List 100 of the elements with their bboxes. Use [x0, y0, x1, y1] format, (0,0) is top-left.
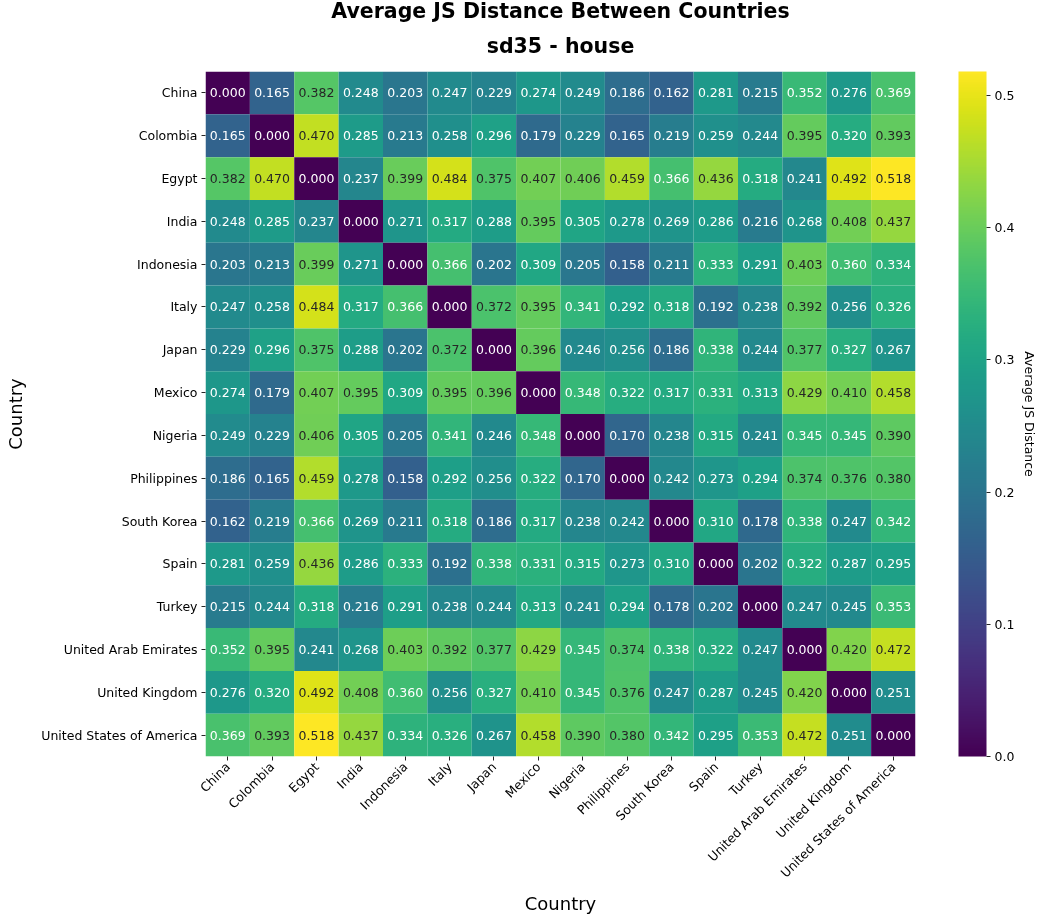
data-label: 0.410	[520, 684, 557, 700]
x-axis-title: Country	[524, 892, 597, 914]
data-label: 0.406	[298, 427, 335, 443]
data-label: 0.326	[431, 727, 468, 743]
data-label: 0.396	[476, 385, 512, 401]
data-label: 0.186	[653, 342, 690, 358]
data-label: 0.317	[342, 299, 379, 315]
data-label: 0.281	[209, 556, 246, 572]
data-label: 0.345	[564, 684, 601, 700]
data-label: 0.288	[342, 342, 379, 358]
data-label: 0.352	[786, 85, 823, 101]
data-label: 0.237	[342, 171, 379, 187]
data-label: 0.472	[786, 727, 823, 743]
data-label: 0.470	[254, 171, 290, 187]
data-label: 0.372	[476, 299, 512, 315]
data-label: 0.202	[742, 556, 779, 572]
data-label: 0.484	[298, 299, 335, 315]
data-label: 0.238	[742, 299, 779, 315]
color-bar-label: 0.5	[994, 87, 1015, 103]
data-label: 0.286	[342, 556, 379, 572]
data-label: 0.288	[476, 213, 512, 229]
data-label: 0.375	[476, 171, 512, 187]
data-label: 0.202	[697, 599, 734, 615]
data-label: 0.436	[298, 556, 335, 572]
data-label: 0.269	[342, 513, 379, 529]
y-tick-label: United States of America	[41, 727, 198, 743]
data-label: 0.345	[786, 427, 823, 443]
data-label: 0.276	[209, 684, 246, 700]
data-label: 0.296	[254, 342, 290, 358]
data-label: 0.458	[520, 727, 557, 743]
data-label: 0.247	[209, 299, 246, 315]
data-label: 0.267	[875, 342, 912, 358]
data-label: 0.178	[742, 513, 779, 529]
data-label: 0.295	[697, 727, 734, 743]
data-label: 0.310	[697, 513, 734, 529]
data-label: 0.241	[564, 599, 601, 615]
y-tick-label: Japan	[161, 342, 198, 358]
data-label: 0.377	[786, 342, 823, 358]
y-tick-label: Italy	[170, 299, 199, 315]
data-label: 0.341	[431, 427, 468, 443]
data-label: 0.000	[298, 171, 335, 187]
data-label: 0.165	[254, 85, 290, 101]
data-label: 0.213	[387, 128, 424, 144]
data-label: 0.274	[520, 85, 557, 101]
data-label: 0.213	[254, 256, 290, 272]
data-label: 0.267	[476, 727, 512, 743]
data-label: 0.238	[431, 599, 468, 615]
data-label: 0.000	[520, 385, 557, 401]
data-label: 0.315	[564, 556, 601, 572]
data-label: 0.317	[431, 213, 468, 229]
data-label: 0.258	[431, 128, 468, 144]
data-label: 0.407	[520, 171, 557, 187]
data-label: 0.179	[520, 128, 557, 144]
data-label: 0.000	[342, 213, 379, 229]
data-label: 0.294	[742, 470, 779, 486]
data-label: 0.192	[431, 556, 468, 572]
data-label: 0.492	[831, 171, 867, 187]
y-tick-label: United Kingdom	[97, 684, 198, 700]
data-label: 0.259	[254, 556, 290, 572]
data-label: 0.341	[564, 299, 601, 315]
data-label: 0.274	[209, 385, 246, 401]
data-label: 0.000	[875, 727, 912, 743]
data-label: 0.256	[476, 470, 512, 486]
data-label: 0.256	[431, 684, 468, 700]
data-label: 0.248	[342, 85, 379, 101]
data-label: 0.327	[476, 684, 512, 700]
data-label: 0.294	[609, 599, 645, 615]
data-label: 0.458	[875, 385, 912, 401]
data-label: 0.000	[609, 470, 645, 486]
data-label: 0.390	[875, 427, 912, 443]
color-bar-label: 0.4	[994, 220, 1015, 236]
data-label: 0.000	[431, 299, 468, 315]
data-label: 0.244	[476, 599, 512, 615]
data-label: 0.292	[431, 470, 468, 486]
data-label: 0.334	[875, 256, 912, 272]
y-tick-label: South Korea	[121, 513, 198, 529]
data-label: 0.229	[476, 85, 512, 101]
data-label: 0.342	[653, 727, 690, 743]
y-tick-label: Colombia	[138, 128, 198, 144]
data-label: 0.518	[298, 727, 335, 743]
data-label: 0.162	[653, 85, 690, 101]
data-label: 0.269	[653, 213, 690, 229]
data-label: 0.338	[786, 513, 823, 529]
data-label: 0.242	[609, 513, 645, 529]
data-label: 0.216	[342, 599, 379, 615]
data-label: 0.406	[564, 171, 601, 187]
data-label: 0.249	[564, 85, 601, 101]
data-label: 0.399	[387, 171, 424, 187]
data-label: 0.211	[653, 256, 690, 272]
data-label: 0.241	[298, 641, 335, 657]
data-label: 0.247	[786, 599, 823, 615]
data-label: 0.247	[653, 684, 690, 700]
data-label: 0.313	[742, 385, 779, 401]
data-label: 0.484	[431, 171, 468, 187]
data-label: 0.382	[298, 85, 335, 101]
data-label: 0.245	[831, 599, 867, 615]
data-label: 0.437	[875, 213, 912, 229]
data-label: 0.258	[254, 299, 290, 315]
data-label: 0.281	[697, 85, 734, 101]
data-label: 0.292	[609, 299, 645, 315]
